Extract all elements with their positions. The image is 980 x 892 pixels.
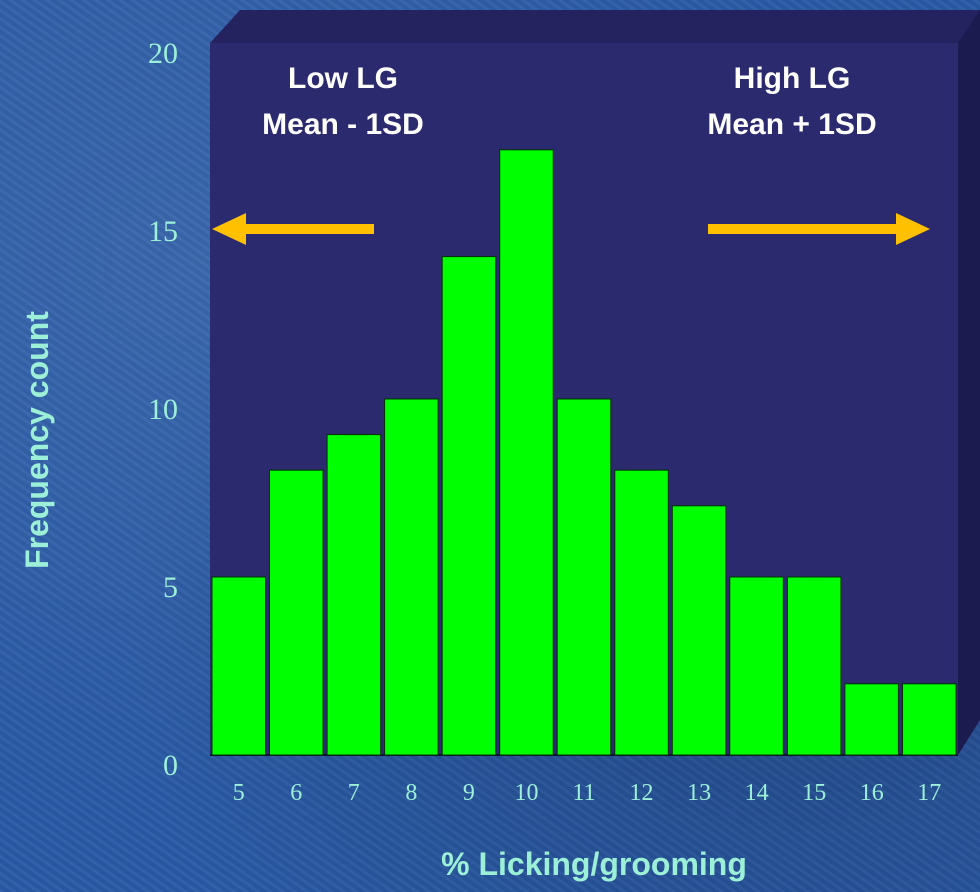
bar-15 bbox=[786, 576, 842, 756]
high-lg-label: High LG bbox=[734, 62, 851, 95]
x-tick-label: 7 bbox=[348, 780, 360, 806]
x-tick-labels: 5 6 7 8 9 10 11 12 13 14 15 16 17 bbox=[233, 780, 941, 806]
plot-box-side bbox=[958, 10, 980, 755]
y-tick-label: 10 bbox=[148, 393, 178, 426]
y-tick-labels: 0 5 10 15 20 bbox=[148, 37, 178, 782]
bar-13 bbox=[671, 505, 727, 756]
right-arrow-icon bbox=[708, 213, 930, 245]
high-lg-sublabel: Mean + 1SD bbox=[707, 108, 876, 141]
low-lg-sublabel: Mean - 1SD bbox=[262, 108, 424, 141]
bar-7 bbox=[326, 434, 382, 756]
plot-box-top bbox=[210, 10, 980, 43]
x-tick-label: 13 bbox=[687, 780, 711, 806]
x-tick-label: 16 bbox=[860, 780, 884, 806]
x-tick-label: 15 bbox=[802, 780, 826, 806]
y-tick-label: 20 bbox=[148, 37, 178, 70]
bar-17 bbox=[902, 683, 957, 756]
y-tick-label: 5 bbox=[163, 571, 178, 604]
bar-12 bbox=[614, 469, 669, 756]
x-tick-label: 11 bbox=[572, 780, 595, 806]
bar-16 bbox=[844, 683, 899, 756]
x-tick-label: 12 bbox=[630, 780, 654, 806]
x-tick-label: 6 bbox=[290, 780, 302, 806]
bar-11 bbox=[556, 398, 612, 756]
x-tick-label: 5 bbox=[233, 780, 245, 806]
bar-10 bbox=[499, 149, 554, 756]
x-tick-label: 14 bbox=[745, 780, 769, 806]
bar-5 bbox=[211, 576, 266, 756]
x-tick-label: 9 bbox=[463, 780, 475, 806]
y-axis-title: Frequency count bbox=[19, 311, 55, 569]
x-axis-title: % Licking/grooming bbox=[441, 846, 747, 882]
low-lg-label: Low LG bbox=[288, 62, 398, 95]
left-arrow-icon bbox=[212, 213, 374, 245]
y-tick-label: 0 bbox=[163, 749, 178, 782]
x-tick-label: 8 bbox=[405, 780, 417, 806]
bars-group bbox=[211, 149, 957, 756]
bar-14 bbox=[729, 576, 784, 756]
x-tick-label: 10 bbox=[515, 780, 539, 806]
bar-9 bbox=[441, 256, 497, 756]
x-tick-label: 17 bbox=[917, 780, 941, 806]
bar-6 bbox=[269, 469, 324, 756]
bar-8 bbox=[384, 398, 439, 756]
y-tick-label: 15 bbox=[148, 215, 178, 248]
